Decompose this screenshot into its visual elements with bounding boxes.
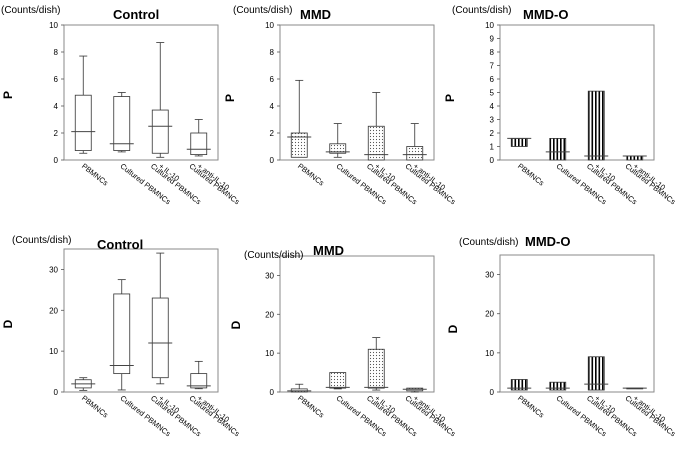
chart6-ytick-label: 0 xyxy=(490,388,495,397)
chart1-ytick-label: 6 xyxy=(54,75,59,84)
chart1-title: Control xyxy=(113,7,159,22)
chart2-title: MMD xyxy=(300,7,331,22)
chart2-category-label: PBMNCs xyxy=(296,161,326,187)
chart4-unit-label: (Counts/dish) xyxy=(12,235,71,246)
chart5-ytick-label: 20 xyxy=(265,310,274,319)
chart5-plot-frame xyxy=(279,255,435,393)
chart3-ytick-label: 9 xyxy=(490,35,495,44)
chart4-ytick-label: 0 xyxy=(54,388,59,397)
chart3-y-axis-label: P xyxy=(443,94,457,102)
chart3-ytick-label: 0 xyxy=(490,156,495,165)
chart3-box xyxy=(510,137,528,147)
chart1-ytick-label: 0 xyxy=(54,156,59,165)
chart3-ytick-label: 2 xyxy=(490,129,495,138)
chart1-unit-label: (Counts/dish) xyxy=(1,5,60,16)
chart4-title: Control xyxy=(97,237,143,252)
chart6-category-label: PBMNCs xyxy=(516,393,546,419)
chart3-ytick-label: 1 xyxy=(490,143,495,152)
chart6-box xyxy=(510,379,528,391)
chart5-ytick-label: 30 xyxy=(265,271,274,280)
chart4-ytick-label: 10 xyxy=(49,347,58,356)
chart6-plot-frame xyxy=(499,254,655,393)
chart1-ytick-label: 10 xyxy=(49,21,58,30)
chart3-ytick-label: 7 xyxy=(490,62,495,71)
chart2-unit-label: (Counts/dish) xyxy=(233,5,292,16)
chart1-box xyxy=(113,96,131,151)
chart2-box xyxy=(406,146,424,161)
chart3-ytick-label: 5 xyxy=(490,89,495,98)
chart3-ytick-label: 3 xyxy=(490,116,495,125)
chart4-ytick-label: 30 xyxy=(49,265,58,274)
chart5-box xyxy=(329,372,347,389)
chart3-title: MMD-O xyxy=(523,7,569,22)
chart6-ytick-label: 30 xyxy=(485,271,494,280)
chart2-box xyxy=(367,125,385,161)
chart1-ytick-label: 4 xyxy=(54,102,59,111)
chart6-box xyxy=(549,381,567,391)
chart4-ytick-label: 20 xyxy=(49,306,58,315)
chart2-ytick-label: 0 xyxy=(270,156,275,165)
chart5-y-axis-label: D xyxy=(229,320,243,329)
chart4-plot-frame xyxy=(63,248,219,393)
chart6-y-axis-label: D xyxy=(446,324,460,333)
chart2-ytick-label: 8 xyxy=(270,48,275,57)
chart6-ytick-label: 10 xyxy=(485,349,494,358)
chart1-y-axis-label: P xyxy=(1,91,15,99)
chart1-ytick-label: 8 xyxy=(54,48,59,57)
chart1-ytick-label: 2 xyxy=(54,129,59,138)
chart2-box xyxy=(329,143,347,154)
chart4-y-axis-label: D xyxy=(1,319,15,328)
chart3-box xyxy=(626,155,644,161)
chart3-category-label: PBMNCs xyxy=(516,161,546,187)
chart5-ytick-label: 0 xyxy=(270,388,275,397)
chart4-category-label: PBMNCs xyxy=(80,393,110,419)
chart3-box xyxy=(549,137,567,161)
chart4-box xyxy=(190,373,208,389)
chart3-box xyxy=(587,90,605,161)
chart1-plot-frame xyxy=(63,24,219,161)
chart3-ytick-label: 10 xyxy=(485,21,494,30)
chart6-unit-label: (Counts/dish) xyxy=(459,237,518,248)
chart5-ytick-label: 10 xyxy=(265,349,274,358)
chart3-unit-label: (Counts/dish) xyxy=(452,5,511,16)
chart2-ytick-label: 2 xyxy=(270,129,275,138)
chart2-box xyxy=(290,132,308,158)
chart3-ytick-label: 4 xyxy=(490,102,495,111)
chart3-ytick-label: 6 xyxy=(490,75,495,84)
chart2-ytick-label: 4 xyxy=(270,102,275,111)
chart2-y-axis-label: P xyxy=(223,94,237,102)
chart6-ytick-label: 20 xyxy=(485,310,494,319)
chart1-box xyxy=(151,109,169,154)
chart1-category-label: PBMNCs xyxy=(80,161,110,187)
chart6-title: MMD-O xyxy=(525,234,571,249)
chart4-box xyxy=(151,297,169,379)
chart5-title: MMD xyxy=(313,243,344,258)
chart6-box xyxy=(587,356,605,391)
chart5-category-label: PBMNCs xyxy=(296,393,326,419)
chart1-box xyxy=(74,94,92,151)
chart2-plot-frame xyxy=(279,24,435,161)
chart5-box xyxy=(367,348,385,389)
chart2-ytick-label: 10 xyxy=(265,21,274,30)
chart2-ytick-label: 6 xyxy=(270,75,275,84)
chart4-box xyxy=(113,293,131,375)
chart3-ytick-label: 8 xyxy=(490,48,495,57)
chart5-unit-label: (Counts/dish) xyxy=(244,250,303,261)
chart1-box xyxy=(190,132,208,156)
